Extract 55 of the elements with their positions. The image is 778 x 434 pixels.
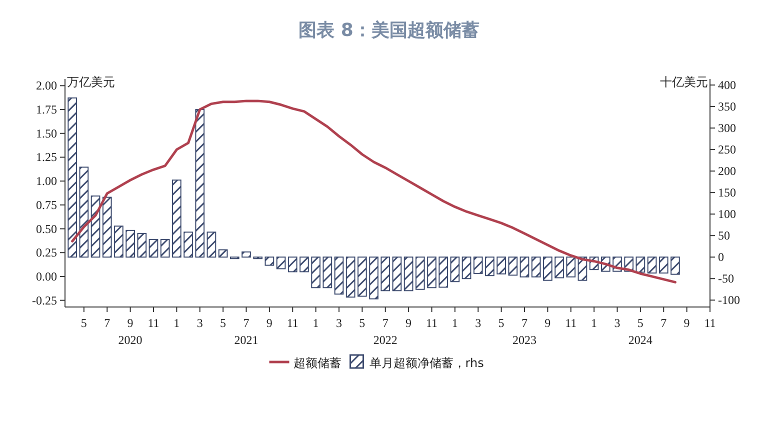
- y-tick-label: 0.75: [36, 198, 57, 212]
- y2-tick-label: -100: [718, 293, 740, 308]
- x-tick-label: 3: [475, 316, 482, 330]
- y2-tick-label: 250: [718, 142, 736, 157]
- x-tick-label: 7: [104, 316, 110, 330]
- y-tick-label: 1.25: [36, 150, 57, 164]
- x-tick-label: 3: [196, 316, 203, 330]
- y2-axis-title: 十亿美元: [660, 75, 708, 89]
- x-tick-label: 1: [591, 316, 598, 330]
- x-tick-label: 9: [544, 316, 551, 330]
- y-axis-title: 万亿美元: [67, 75, 115, 89]
- x-tick-label: 5 2024: [628, 316, 652, 347]
- x-tick-label: 11: [565, 316, 577, 330]
- y-tick-label: 2.00: [36, 78, 57, 93]
- y-tick-label: 0.00: [36, 269, 57, 284]
- y-tick-label: 1.75: [36, 102, 57, 117]
- x-tick-label: 11: [704, 316, 716, 330]
- y2-tick-label: -50: [718, 272, 734, 286]
- x-tick-label: 7 2021: [234, 316, 258, 347]
- x-tick-label: 9: [684, 316, 690, 330]
- y2-tick-label: 200: [718, 164, 736, 178]
- y2-tick-label: 350: [718, 100, 736, 114]
- y2-tick-label: 0: [718, 250, 724, 264]
- legend-label: 超额储蓄: [293, 356, 342, 370]
- x-tick-label: 5: [220, 316, 226, 330]
- x-tick-label: 7: [660, 316, 667, 330]
- x-tick-label: 11: [286, 316, 298, 330]
- y-tick-label: 0.50: [36, 222, 57, 236]
- y-tick-label: 1.00: [36, 174, 57, 188]
- legend-label: 单月超额净储蓄，rhs: [369, 356, 484, 370]
- y-tick-label: 0.25: [36, 246, 57, 260]
- line-series: [71, 100, 676, 284]
- x-tick-label: 5: [359, 316, 366, 330]
- x-tick-label: 3: [336, 316, 342, 330]
- x-tick-label: 1: [452, 316, 458, 330]
- x-tick-label: 1: [312, 316, 319, 330]
- x-tick-label: 3: [614, 316, 620, 330]
- y2-tick-label: 400: [718, 78, 736, 92]
- chart-title: 图表 8：美国超额储蓄: [298, 20, 480, 41]
- y2-tick-label: 300: [718, 121, 736, 136]
- x-tick-label: 9: [406, 316, 412, 330]
- y-tick-label: 1.50: [36, 126, 57, 140]
- x-tick-label: 7 2023: [512, 316, 536, 347]
- y2-tick-label: 50: [718, 228, 730, 243]
- y-tick-label: -0.25: [32, 293, 57, 308]
- x-tick-label: 9: [266, 316, 272, 330]
- x-tick-label: 11: [426, 316, 438, 330]
- x-tick-label: 1: [174, 316, 180, 330]
- x-tick-label: 9 2020: [118, 316, 142, 347]
- y2-tick-label: 100: [718, 207, 736, 222]
- x-tick-label: 5: [498, 316, 504, 330]
- x-tick-label: 7 2022: [373, 316, 398, 347]
- x-tick-label: 11: [148, 316, 160, 330]
- x-tick-label: 5: [80, 316, 87, 330]
- y2-tick-label: 150: [718, 186, 736, 200]
